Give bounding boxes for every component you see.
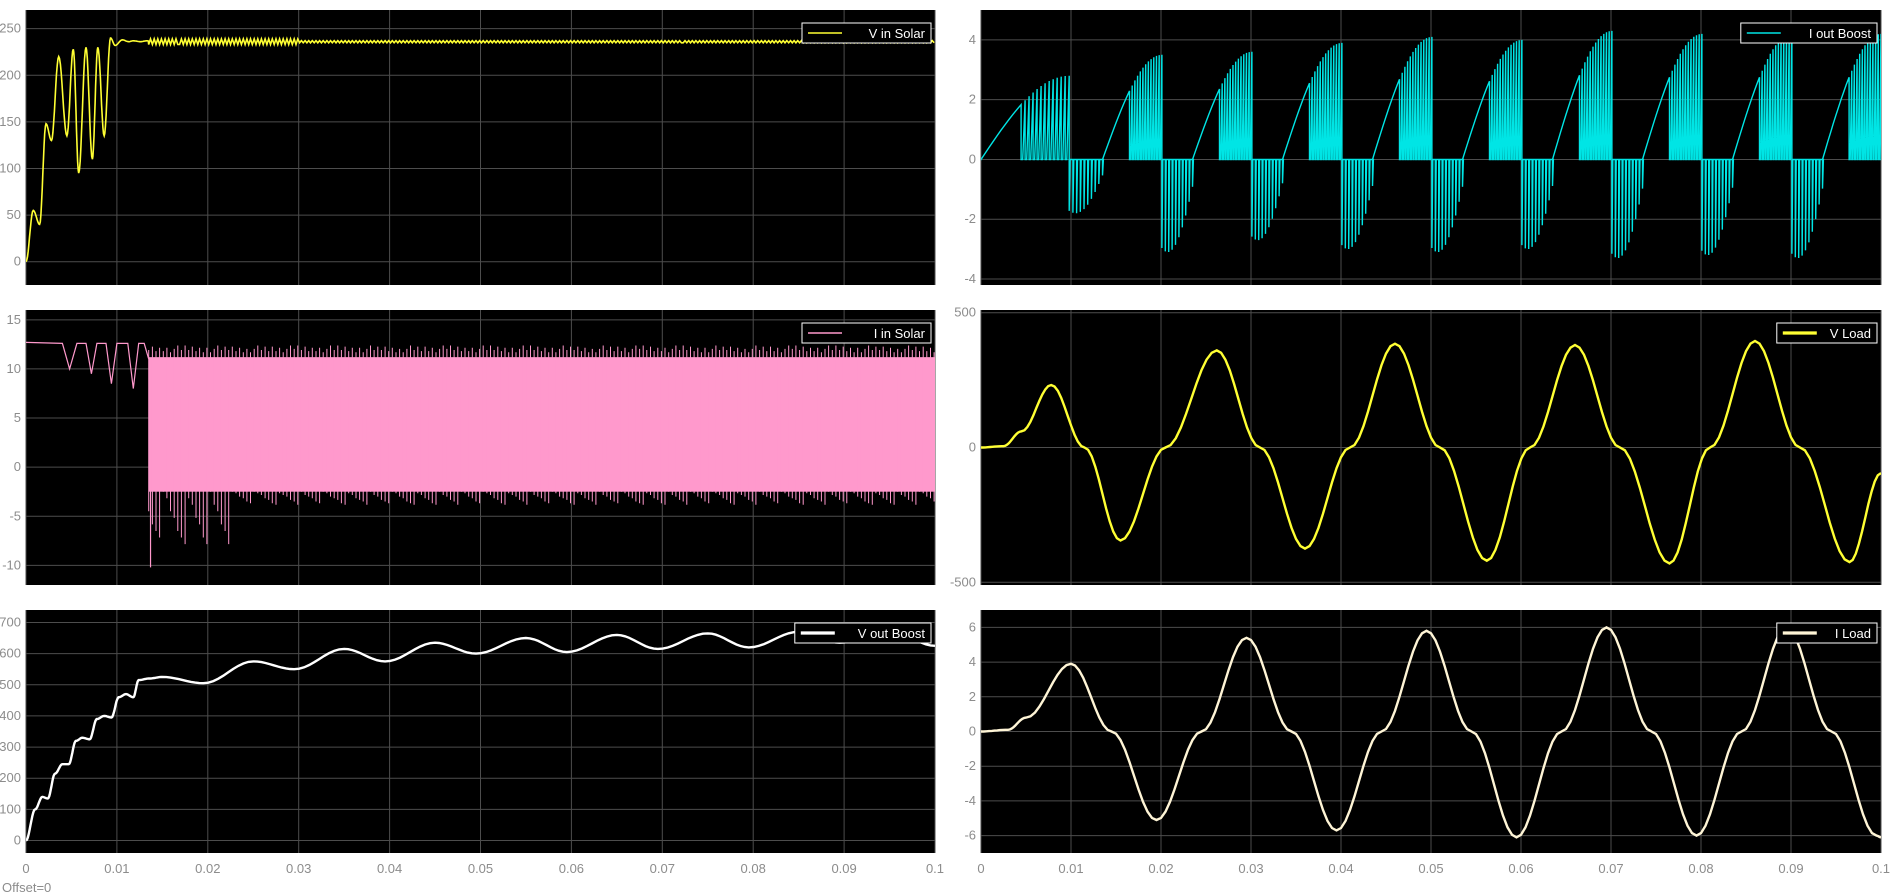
y-tick-label: -4 (964, 793, 976, 808)
y-tick-label: 0 (14, 833, 21, 848)
legend-i-in-solar: I in Solar (801, 322, 932, 344)
panel-v-in-solar: 0 50 100 150 200 250 V in Solar (0, 10, 936, 285)
y-tick-label: 15 (7, 312, 21, 327)
y-tick-label: 4 (969, 32, 976, 47)
y-tick-label: -5 (9, 508, 21, 523)
x-tick-label: 0.1 (1872, 861, 1890, 876)
y-tick-label: 4 (969, 654, 976, 669)
series-line-i-in-solar (26, 341, 150, 389)
y-tick-label: 600 (0, 646, 21, 661)
legend-label: I in Solar (874, 326, 926, 341)
panel-v-out-boost: 0 100 200 300 400 500 600 700 0 0.01 0.02 0.03 0.04 0… (0, 610, 944, 876)
x-tick-label: 0.02 (195, 861, 220, 876)
y-tick-label: 200 (0, 770, 21, 785)
y-tick-label: 2 (969, 92, 976, 107)
offset-label: Offset=0 (2, 880, 52, 895)
legend-i-load: I Load (1776, 622, 1878, 644)
x-tick-label: 0.03 (1238, 861, 1263, 876)
x-tick-label: 0.09 (831, 861, 856, 876)
legend-label: I out Boost (1809, 26, 1872, 41)
series-line-v-load (981, 339, 1881, 565)
legend-label: V out Boost (858, 626, 926, 641)
legend-label: V Load (1830, 326, 1871, 341)
y-tick-label: 5 (14, 410, 21, 425)
y-tick-label: 2 (969, 689, 976, 704)
y-tick-label: 250 (0, 21, 21, 36)
x-tick-label: 0.07 (1598, 861, 1623, 876)
x-tick-label: 0.06 (1508, 861, 1533, 876)
y-tick-label: 0 (969, 724, 976, 739)
legend-i-out-boost: I out Boost (1740, 22, 1878, 44)
y-tick-label: -2 (964, 758, 976, 773)
x-tick-label: 0.02 (1148, 861, 1173, 876)
x-tick-label: 0.07 (650, 861, 675, 876)
legend-v-in-solar: V in Solar (801, 22, 932, 44)
x-tick-label: 0.08 (741, 861, 766, 876)
legend-label: V in Solar (869, 26, 926, 41)
y-tick-label: 100 (0, 160, 21, 175)
legend-v-load: V Load (1776, 322, 1878, 344)
x-tick-label: 0.04 (377, 861, 402, 876)
y-tick-label: -2 (964, 211, 976, 226)
y-tick-label: 50 (7, 207, 21, 222)
y-tick-label: -500 (950, 574, 976, 589)
y-tick-label: 0 (969, 440, 976, 455)
x-tick-label: 0 (22, 861, 29, 876)
y-tick-label: 150 (0, 114, 21, 129)
y-tick-label: 0 (14, 254, 21, 269)
panel-i-load: -6 -4 -2 0 2 4 6 0 0.01 0.02 0.03 0.04 0.05 0.06 0.07 0… (964, 610, 1890, 876)
y-tick-label: 300 (0, 739, 21, 754)
y-tick-label: 700 (0, 614, 21, 629)
series-line-i-out-boost (981, 30, 1881, 259)
y-tick-label: 100 (0, 801, 21, 816)
y-tick-label: 500 (954, 305, 976, 320)
series-line-v-in-solar (26, 36, 935, 263)
y-tick-label: -6 (964, 828, 976, 843)
series-spikes-i-in-solar (148, 345, 935, 545)
x-tick-label: 0.05 (468, 861, 493, 876)
y-tick-label: 400 (0, 708, 21, 723)
x-tick-label: 0.09 (1778, 861, 1803, 876)
x-tick-label: 0.06 (559, 861, 584, 876)
legend-label: I Load (1835, 626, 1871, 641)
y-tick-label: -10 (2, 557, 21, 572)
x-tick-label: 0 (977, 861, 984, 876)
x-tick-label: 0.01 (104, 861, 129, 876)
x-tick-label: 0.08 (1688, 861, 1713, 876)
series-line-i-load (981, 626, 1881, 839)
y-tick-label: 500 (0, 677, 21, 692)
x-tick-label: 0.04 (1328, 861, 1353, 876)
panel-i-in-solar: -10 -5 0 5 10 15 I in Solar (2, 310, 936, 585)
y-tick-label: 200 (0, 67, 21, 82)
panel-i-out-boost: -4 -2 0 2 4 I out Boost (964, 10, 1882, 286)
x-tick-label: 0.03 (286, 861, 311, 876)
panel-v-load: -500 0 500 V Load (950, 305, 1882, 589)
x-tick-label: 0.05 (1418, 861, 1443, 876)
x-tick-label: 0.1 (926, 861, 944, 876)
y-tick-label: 0 (969, 151, 976, 166)
y-tick-label: 10 (7, 361, 21, 376)
series-line-v-out-boost (26, 629, 935, 842)
legend-v-out-boost: V out Boost (794, 622, 932, 644)
y-tick-label: 0 (14, 459, 21, 474)
y-tick-label: 6 (969, 619, 976, 634)
x-tick-label: 0.01 (1058, 861, 1083, 876)
y-tick-label: -4 (964, 271, 976, 286)
